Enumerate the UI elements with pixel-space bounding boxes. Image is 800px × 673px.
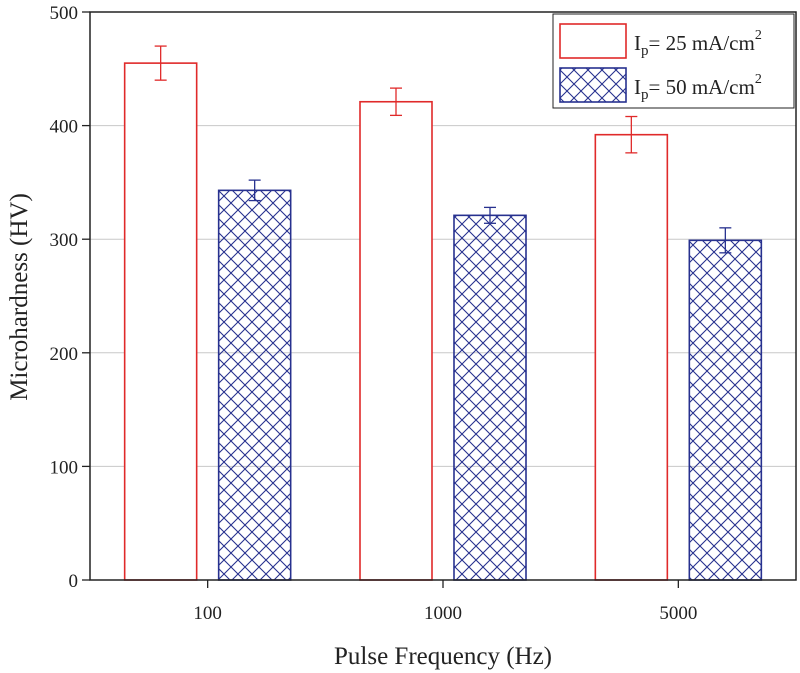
y-tick-label-100: 100 [50,457,79,478]
legend: Ip= 25 mA/cm2 Ip= 50 mA/cm2 [552,13,795,109]
x-tick-label-5000: 5000 [659,603,697,624]
bar-100-series-2 [217,189,292,581]
legend-label-25-rest: = 25 mA/cm [649,31,755,55]
x-tick-label-100: 100 [193,603,222,624]
legend-label-50-main: I [634,75,641,99]
legend-swatch-25 [559,23,627,59]
bar-5000-series-2 [688,239,763,581]
legend-label-25-main: I [634,31,641,55]
y-tick-label-200: 200 [50,344,79,365]
grid-lines [90,125,796,467]
y-axis-title: Microhardness (HV) [6,193,33,401]
legend-label-50-sup: 2 [755,72,762,87]
legend-label-25-sup: 2 [755,28,762,43]
plot-frame [89,11,797,581]
legend-label-50-rest: = 50 mA/cm [649,75,755,99]
bar-1000-series-1 [359,100,433,581]
x-tick-label-1000: 1000 [424,603,462,624]
legend-swatch-50 [559,67,627,103]
y-tick-label-500: 500 [50,3,79,24]
legend-label-25: Ip= 25 mA/cm2 [634,28,762,59]
bar-5000-series-1 [594,133,669,581]
x-axis-title: Pulse Frequency (Hz) [334,643,552,670]
y-tick-label-0: 0 [69,571,79,592]
axes [82,11,797,588]
legend-label-50-sub: p [641,87,649,103]
legend-label-50: Ip= 50 mA/cm2 [634,72,762,103]
bars [123,45,763,581]
bar-100-series-1 [123,62,198,581]
y-tick-label-400: 400 [50,117,79,138]
legend-label-25-sub: p [641,43,649,59]
tick-labels: 0 100 200 300 400 500 100 1000 5000 [50,3,698,624]
y-tick-label-300: 300 [50,230,79,251]
bar-1000-series-2 [453,214,527,581]
